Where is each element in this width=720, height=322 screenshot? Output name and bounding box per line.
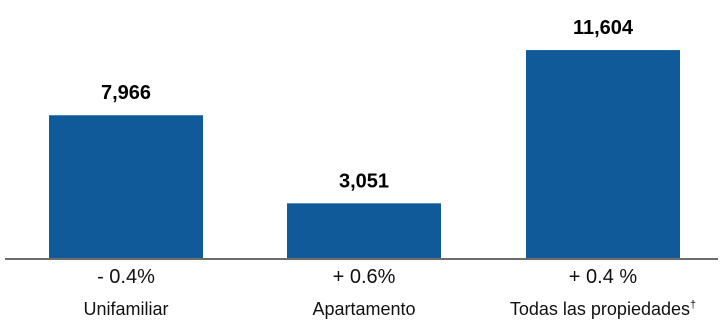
bar-3: [526, 50, 680, 258]
category-text-1: Unifamiliar: [83, 299, 168, 319]
footnote-marker: †: [690, 299, 696, 311]
category-label-2: Apartamento: [312, 299, 415, 319]
category-text-2: Apartamento: [312, 299, 415, 319]
category-label-3: Todas las propiedades†: [510, 299, 696, 319]
bar-1: [49, 115, 203, 258]
category-label-1: Unifamiliar: [83, 299, 168, 319]
labels-layer: 7,966 - 0.4% Unifamiliar 3,051 + 0.6% Apartam…: [83, 17, 696, 319]
bars-layer: [49, 50, 680, 258]
change-label-1: - 0.4%: [97, 266, 155, 288]
value-label-3: 11,604: [573, 17, 634, 39]
value-label-2: 3,051: [339, 170, 389, 192]
change-label-2: + 0.6%: [333, 266, 396, 288]
value-label-1: 7,966: [101, 82, 151, 104]
category-text-3: Todas las propiedades: [510, 299, 690, 319]
change-label-3: + 0.4 %: [569, 266, 638, 288]
bar-2: [287, 203, 441, 258]
